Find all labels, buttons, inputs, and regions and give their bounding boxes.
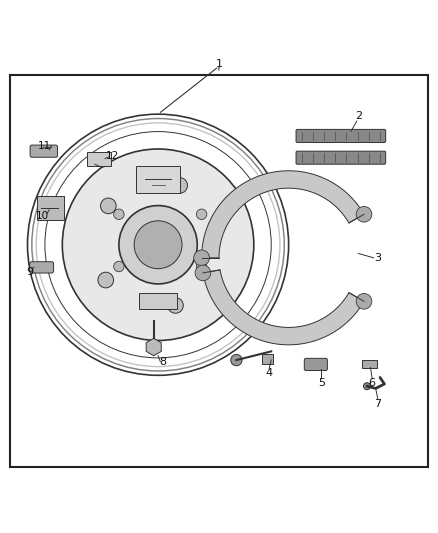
Circle shape <box>134 221 182 269</box>
Circle shape <box>100 198 116 214</box>
Circle shape <box>356 206 372 222</box>
Circle shape <box>196 261 207 272</box>
Polygon shape <box>203 270 364 345</box>
Text: 4: 4 <box>265 368 272 378</box>
Text: 1: 1 <box>215 59 223 69</box>
Text: 9: 9 <box>26 266 33 277</box>
FancyBboxPatch shape <box>261 353 273 364</box>
Circle shape <box>194 250 209 265</box>
Circle shape <box>196 209 207 220</box>
Circle shape <box>114 261 124 272</box>
FancyBboxPatch shape <box>362 360 378 368</box>
FancyBboxPatch shape <box>10 75 428 467</box>
Circle shape <box>62 149 254 341</box>
Circle shape <box>364 383 371 390</box>
Circle shape <box>98 272 113 288</box>
Text: 5: 5 <box>318 378 325 388</box>
Circle shape <box>195 265 211 281</box>
FancyBboxPatch shape <box>30 262 53 273</box>
Text: 10: 10 <box>36 212 49 221</box>
FancyBboxPatch shape <box>304 358 327 370</box>
Text: 11: 11 <box>38 141 52 150</box>
FancyBboxPatch shape <box>139 294 177 309</box>
FancyBboxPatch shape <box>136 166 180 192</box>
FancyBboxPatch shape <box>296 130 386 142</box>
Circle shape <box>119 206 197 284</box>
FancyBboxPatch shape <box>37 196 64 220</box>
Circle shape <box>210 217 226 233</box>
Text: 2: 2 <box>355 111 362 122</box>
Text: 7: 7 <box>374 399 381 409</box>
Text: 8: 8 <box>159 357 166 367</box>
Text: 3: 3 <box>374 253 381 263</box>
Circle shape <box>172 177 187 193</box>
FancyBboxPatch shape <box>30 145 57 157</box>
FancyBboxPatch shape <box>296 151 386 164</box>
Text: 6: 6 <box>369 378 376 388</box>
Polygon shape <box>201 171 364 258</box>
Circle shape <box>356 294 372 309</box>
FancyBboxPatch shape <box>87 152 111 166</box>
Circle shape <box>168 297 183 313</box>
Circle shape <box>114 209 124 220</box>
Text: 12: 12 <box>106 150 119 160</box>
Circle shape <box>231 354 242 366</box>
